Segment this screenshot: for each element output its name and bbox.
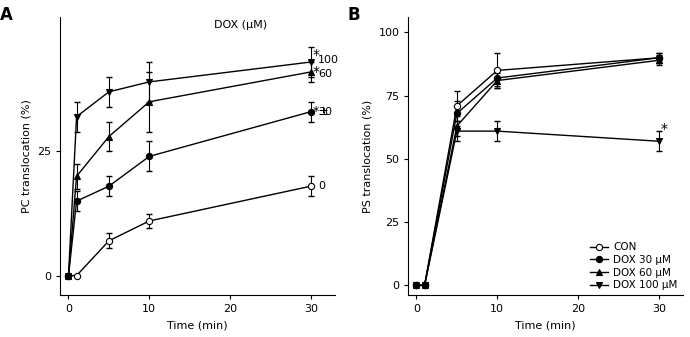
DOX 100 μM (420, 283, 428, 287)
60 (306, 70, 315, 74)
Text: A: A (0, 6, 13, 24)
Text: 0: 0 (318, 181, 325, 191)
Line: 30: 30 (66, 109, 314, 279)
Line: DOX 60 μM: DOX 60 μM (413, 57, 662, 288)
Y-axis label: PS translocation (%): PS translocation (%) (363, 100, 373, 213)
DOX 30 μM (420, 283, 428, 287)
DOX 30 μM (493, 76, 502, 80)
60 (64, 274, 72, 278)
30 (306, 110, 315, 114)
Line: 0: 0 (66, 183, 314, 279)
Line: 60: 60 (66, 69, 314, 279)
30 (72, 199, 81, 203)
DOX 100 μM (655, 139, 663, 143)
DOX 60 μM (413, 283, 421, 287)
CON (413, 283, 421, 287)
60 (72, 174, 81, 178)
30 (64, 274, 72, 278)
DOX 60 μM (453, 124, 461, 128)
DOX 30 μM (413, 283, 421, 287)
100 (105, 90, 113, 94)
0 (64, 274, 72, 278)
CON (493, 68, 502, 72)
Text: *±: *± (313, 105, 329, 118)
CON (453, 104, 461, 108)
Legend: CON, DOX 30 μM, DOX 60 μM, DOX 100 μM: CON, DOX 30 μM, DOX 60 μM, DOX 100 μM (589, 242, 678, 290)
DOX 100 μM (493, 129, 502, 133)
0 (105, 239, 113, 243)
CON (655, 56, 663, 60)
100 (72, 115, 81, 119)
Text: *: * (313, 48, 319, 62)
DOX 60 μM (420, 283, 428, 287)
0 (306, 184, 315, 188)
Line: DOX 100 μM: DOX 100 μM (413, 128, 662, 288)
Text: DOX (μM): DOX (μM) (214, 20, 267, 30)
Text: 60: 60 (318, 69, 332, 80)
Line: CON: CON (413, 55, 662, 288)
Y-axis label: PC translocation (%): PC translocation (%) (21, 99, 32, 213)
CON (420, 283, 428, 287)
Line: DOX 30 μM: DOX 30 μM (413, 55, 662, 288)
DOX 100 μM (453, 129, 461, 133)
X-axis label: Time (min): Time (min) (168, 320, 228, 330)
DOX 60 μM (493, 79, 502, 83)
0 (145, 219, 153, 223)
100 (306, 60, 315, 64)
30 (105, 184, 113, 188)
60 (145, 100, 153, 104)
Text: *: * (313, 65, 319, 79)
Line: 100: 100 (66, 59, 314, 279)
X-axis label: Time (min): Time (min) (515, 320, 576, 330)
100 (145, 80, 153, 84)
DOX 60 μM (655, 58, 663, 62)
Text: 100: 100 (318, 55, 339, 65)
Text: B: B (348, 6, 361, 24)
30 (145, 154, 153, 158)
100 (64, 274, 72, 278)
Text: *: * (660, 122, 667, 135)
DOX 100 μM (413, 283, 421, 287)
Text: 30: 30 (318, 107, 332, 117)
0 (72, 274, 81, 278)
DOX 30 μM (453, 112, 461, 116)
DOX 30 μM (655, 56, 663, 60)
60 (105, 134, 113, 139)
